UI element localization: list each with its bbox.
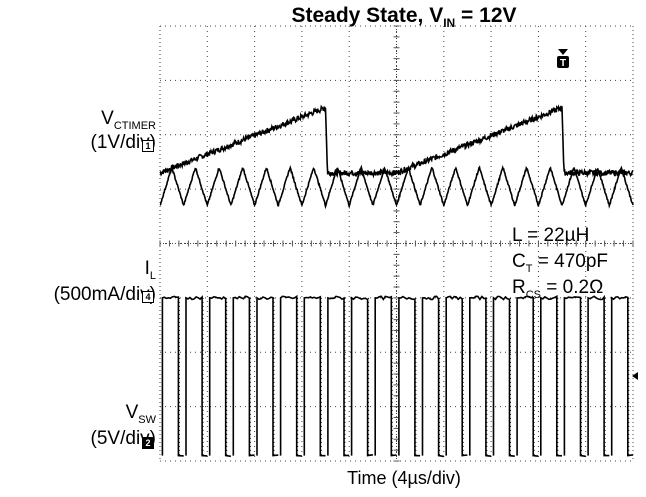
channel-1-scale: (1V/div)	[90, 132, 156, 153]
trigger-marker-icon	[557, 56, 569, 68]
channel-2-scale: (5V/div)	[90, 428, 156, 449]
annotation-timer-capacitance: CT = 470pF	[512, 251, 608, 275]
channel-4-waveform	[159, 164, 634, 210]
channel-4-name: IL	[144, 258, 156, 282]
channel-4-scale: (500mA/div)	[53, 284, 156, 305]
channel-2-waveform	[161, 294, 634, 458]
annotation-sense-resistance: RCS = 0.2Ω	[512, 277, 604, 301]
channel-4-marker: 4	[142, 291, 154, 303]
channel-1-waveform	[159, 104, 634, 179]
channel-2-marker: 2	[142, 437, 154, 449]
channel-1-marker: 1	[142, 140, 154, 152]
trigger-arrow-icon	[558, 49, 568, 55]
trigger-marker-label: T	[560, 58, 566, 69]
channel-2-name: VSW	[125, 402, 156, 426]
channel-1-name: VCTIMER	[101, 108, 156, 132]
chart-title: Steady State, VIN = 12V	[291, 4, 517, 31]
annotation-inductance: L = 22µH	[512, 225, 590, 246]
level-pointer-icon	[632, 372, 638, 380]
x-axis-label: Time (4µs/div)	[347, 468, 461, 488]
